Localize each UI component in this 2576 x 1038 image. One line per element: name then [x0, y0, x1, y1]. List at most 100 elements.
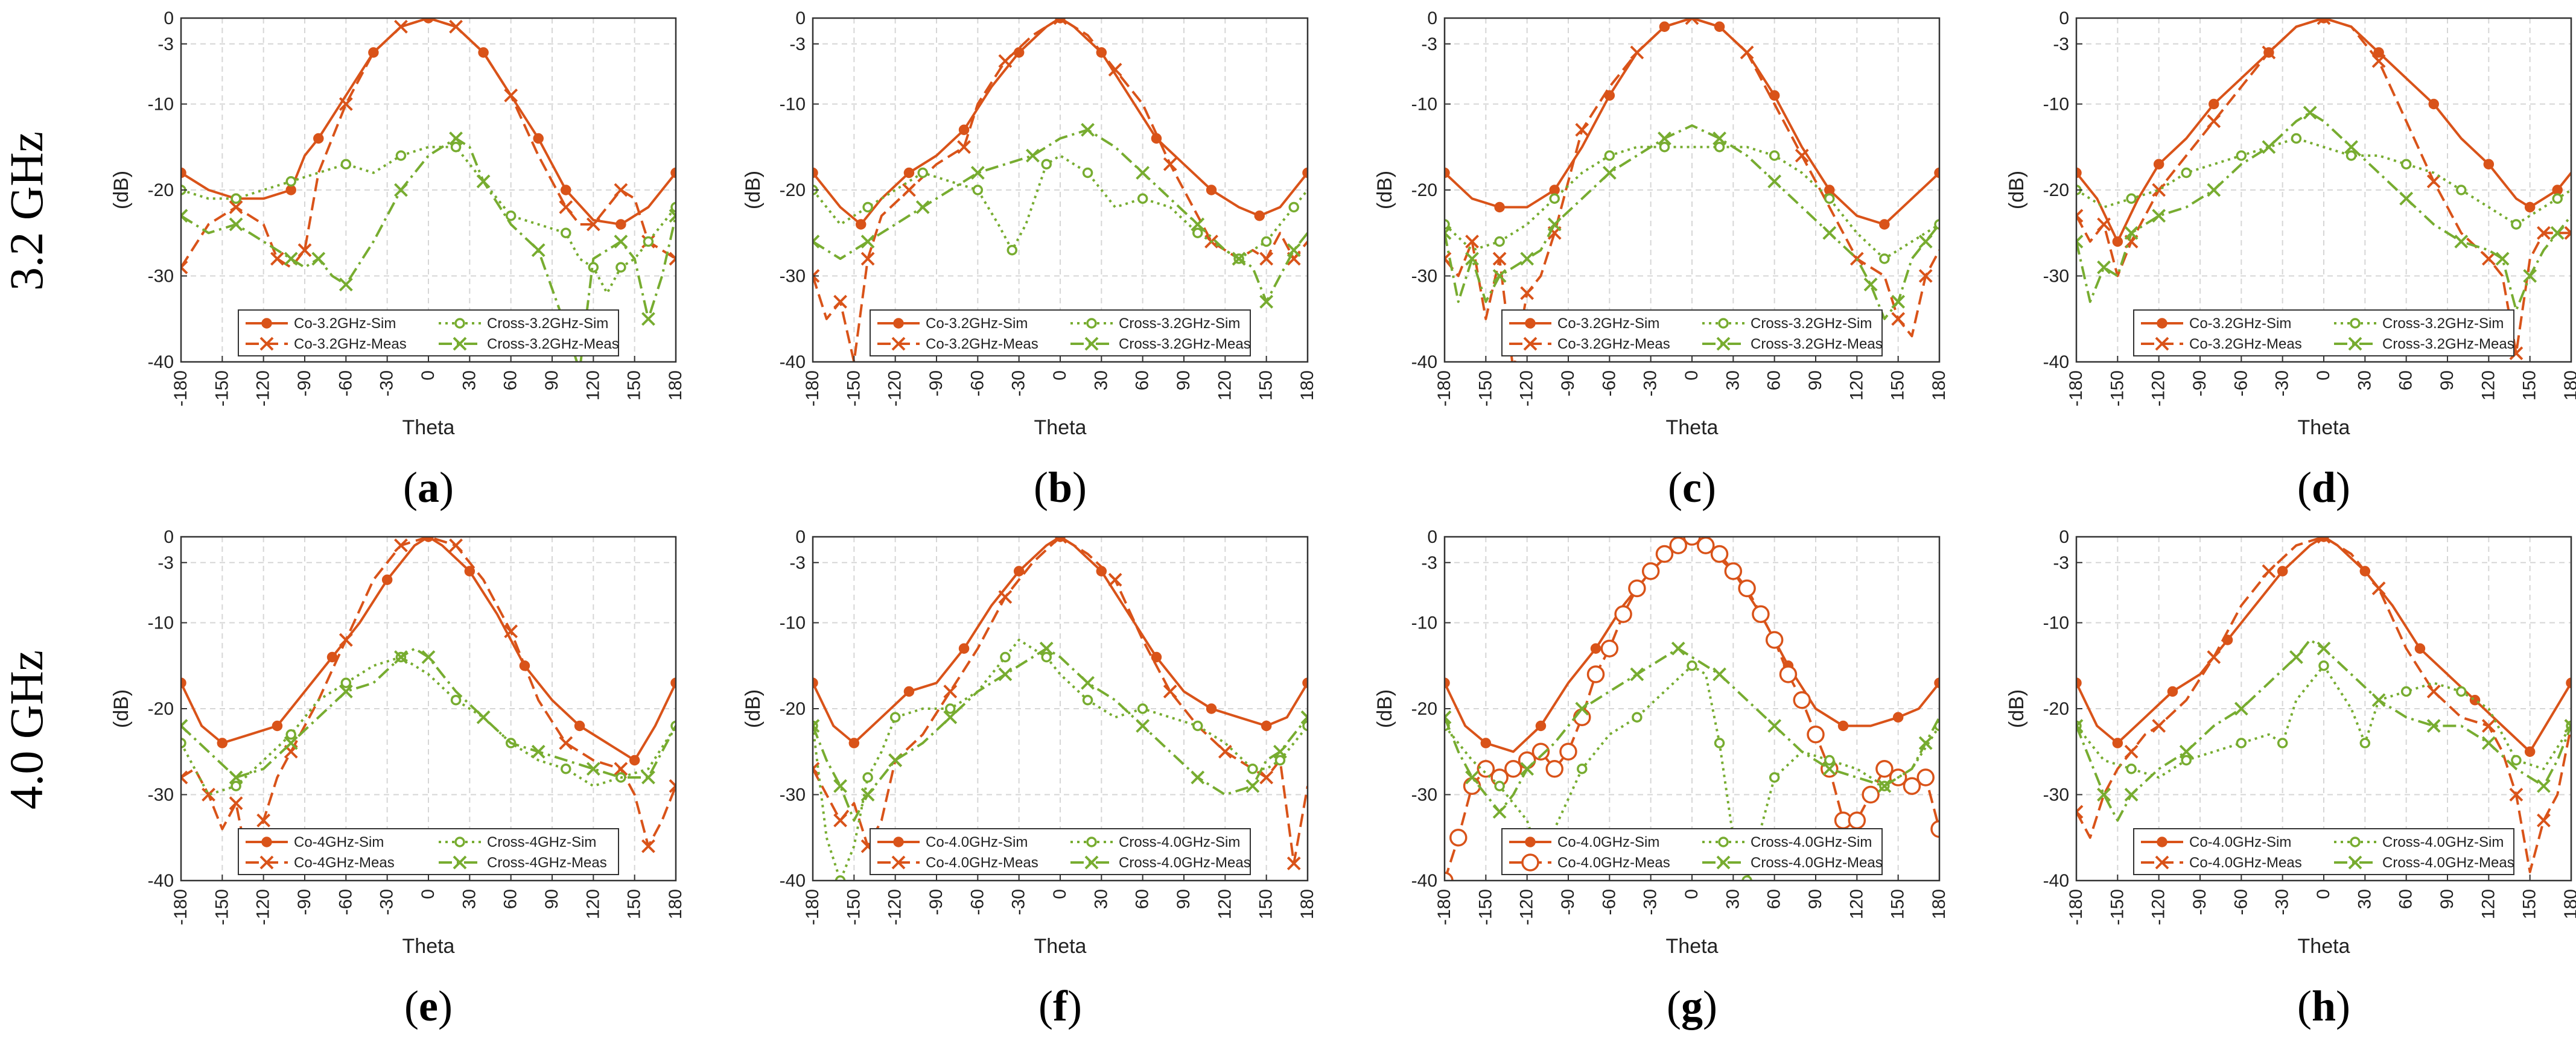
panel-label-letter: c — [1682, 463, 1702, 511]
data-point — [1824, 193, 1835, 204]
data-point — [2523, 269, 2537, 283]
x-tick-label: 90 — [1174, 370, 1194, 390]
data-point — [670, 677, 676, 688]
data-point — [229, 796, 243, 811]
data-point — [1520, 252, 1534, 266]
panels: 0-3-10-20-30-40-180 -150 -120 -90 -60 -30 0 30 6… — [110, 8, 2576, 1030]
data-point — [1274, 755, 1286, 766]
data-point — [943, 710, 958, 724]
legend-entry: Co-3.2GHz-Meas — [2189, 336, 2302, 352]
data-point — [181, 167, 186, 179]
x-tick-label: -90 — [2190, 889, 2210, 915]
legend-marker — [1521, 853, 1539, 872]
x-tick-label: -60 — [2231, 889, 2251, 915]
data-point — [1875, 760, 1894, 778]
data-point — [1041, 651, 1052, 663]
data-point — [970, 166, 985, 180]
y-tick-label: -30 — [148, 267, 174, 286]
data-point — [1793, 691, 1811, 709]
x-tick-label: -60 — [1599, 370, 1619, 396]
legend-marker — [261, 318, 272, 329]
legend-entry: Co-3.2GHz-Meas — [926, 336, 1038, 352]
data-point — [395, 150, 407, 161]
data-point — [1575, 701, 1589, 716]
data-point — [2179, 744, 2193, 759]
data-point — [2345, 150, 2357, 161]
data-point — [1163, 685, 1177, 698]
data-point — [2483, 159, 2495, 169]
data-point — [1494, 201, 1505, 213]
y-tick-label: -30 — [1411, 267, 1437, 286]
legend-entry: Cross-3.2GHz-Sim — [1751, 315, 1872, 332]
x-tick-label: 150 — [2520, 889, 2540, 919]
x-tick-label: -90 — [926, 370, 946, 396]
grid-lines — [181, 18, 676, 362]
x-tick-label: 0 — [2314, 370, 2333, 381]
x-tick-label: 90 — [1174, 889, 1194, 909]
legend-marker — [1718, 837, 1729, 847]
data-point — [1245, 779, 1260, 793]
x-tick-label: 60 — [1133, 370, 1153, 390]
data-point — [450, 695, 462, 706]
data-point — [2277, 566, 2288, 577]
x-tick-label: -180 — [803, 889, 822, 925]
data-point — [1934, 167, 1939, 179]
data-point — [229, 200, 243, 214]
series-group — [181, 537, 676, 873]
data-point — [2399, 191, 2414, 206]
y-tick-label: -3 — [157, 34, 174, 54]
legend-entry: Co-3.2GHz-Meas — [294, 336, 407, 352]
data-point — [1604, 150, 1615, 161]
data-point — [1545, 760, 1563, 778]
x-tick-label: 120 — [1846, 370, 1866, 400]
series-line-0 — [813, 537, 1308, 744]
data-point — [1465, 235, 1479, 248]
legend-entry: Cross-4GHz-Meas — [487, 855, 607, 871]
data-point — [1477, 760, 1495, 778]
legend: Co-3.2GHz-Sim Cross-3.2GHz-Sim Co-3.2GHz-M… — [1501, 309, 1883, 356]
data-point — [1192, 227, 1203, 238]
data-point — [1082, 167, 1093, 179]
grid-lines — [181, 537, 676, 881]
data-point — [1738, 579, 1756, 598]
y-tick-label: -20 — [780, 180, 806, 200]
data-point — [813, 269, 820, 283]
x-tick-label: -30 — [2272, 889, 2292, 915]
legend-entry: Co-4.0GHz-Sim — [926, 834, 1028, 850]
legend-marker — [2348, 337, 2362, 351]
x-tick-label: 180 — [1297, 370, 1317, 400]
x-tick-label: 150 — [1888, 370, 1908, 400]
data-point — [1039, 641, 1054, 656]
x-tick-label: -60 — [336, 889, 355, 915]
x-axis-label: Theta — [1666, 416, 1719, 439]
data-point — [643, 236, 654, 247]
x-tick-label: -180 — [171, 889, 191, 925]
data-point — [1630, 45, 1644, 60]
legend-entry: Co-4.0GHz-Meas — [1557, 855, 1670, 871]
data-point — [2234, 701, 2248, 716]
data-point — [394, 538, 408, 552]
series-group — [813, 537, 1308, 881]
data-point — [2317, 18, 2331, 25]
data-point — [381, 574, 393, 585]
data-point — [2511, 755, 2522, 766]
data-point — [574, 720, 585, 732]
data-point — [1445, 677, 1450, 688]
x-tick-label: -60 — [967, 370, 987, 396]
data-point — [2481, 736, 2496, 750]
data-point — [586, 762, 600, 776]
chart-panel-a: 0 -3 -10 -20 -30 -40-180 -150 -120 -90 -60 -30 0 30 6… — [110, 8, 685, 511]
panel-label-close: ) — [1702, 463, 1716, 511]
data-point — [1740, 45, 1754, 60]
legend: Co-3.2GHz-Sim Cross-3.2GHz-Sim Co-3.2GHz-M… — [870, 309, 1251, 356]
data-point — [2371, 54, 2386, 68]
data-point — [1007, 245, 1018, 256]
data-point — [2076, 805, 2084, 819]
data-point — [588, 262, 599, 273]
chart-panel-f: 0 -3 -10 -20 -30 -40-180 -150 -120 -90 -60 -30 0 30 6… — [742, 527, 1317, 1030]
data-point — [1259, 252, 1274, 266]
data-point — [2097, 260, 2111, 274]
x-tick-label: 120 — [583, 889, 603, 919]
legend-marker — [1718, 318, 1729, 329]
y-tick-label: 0 — [164, 527, 174, 547]
